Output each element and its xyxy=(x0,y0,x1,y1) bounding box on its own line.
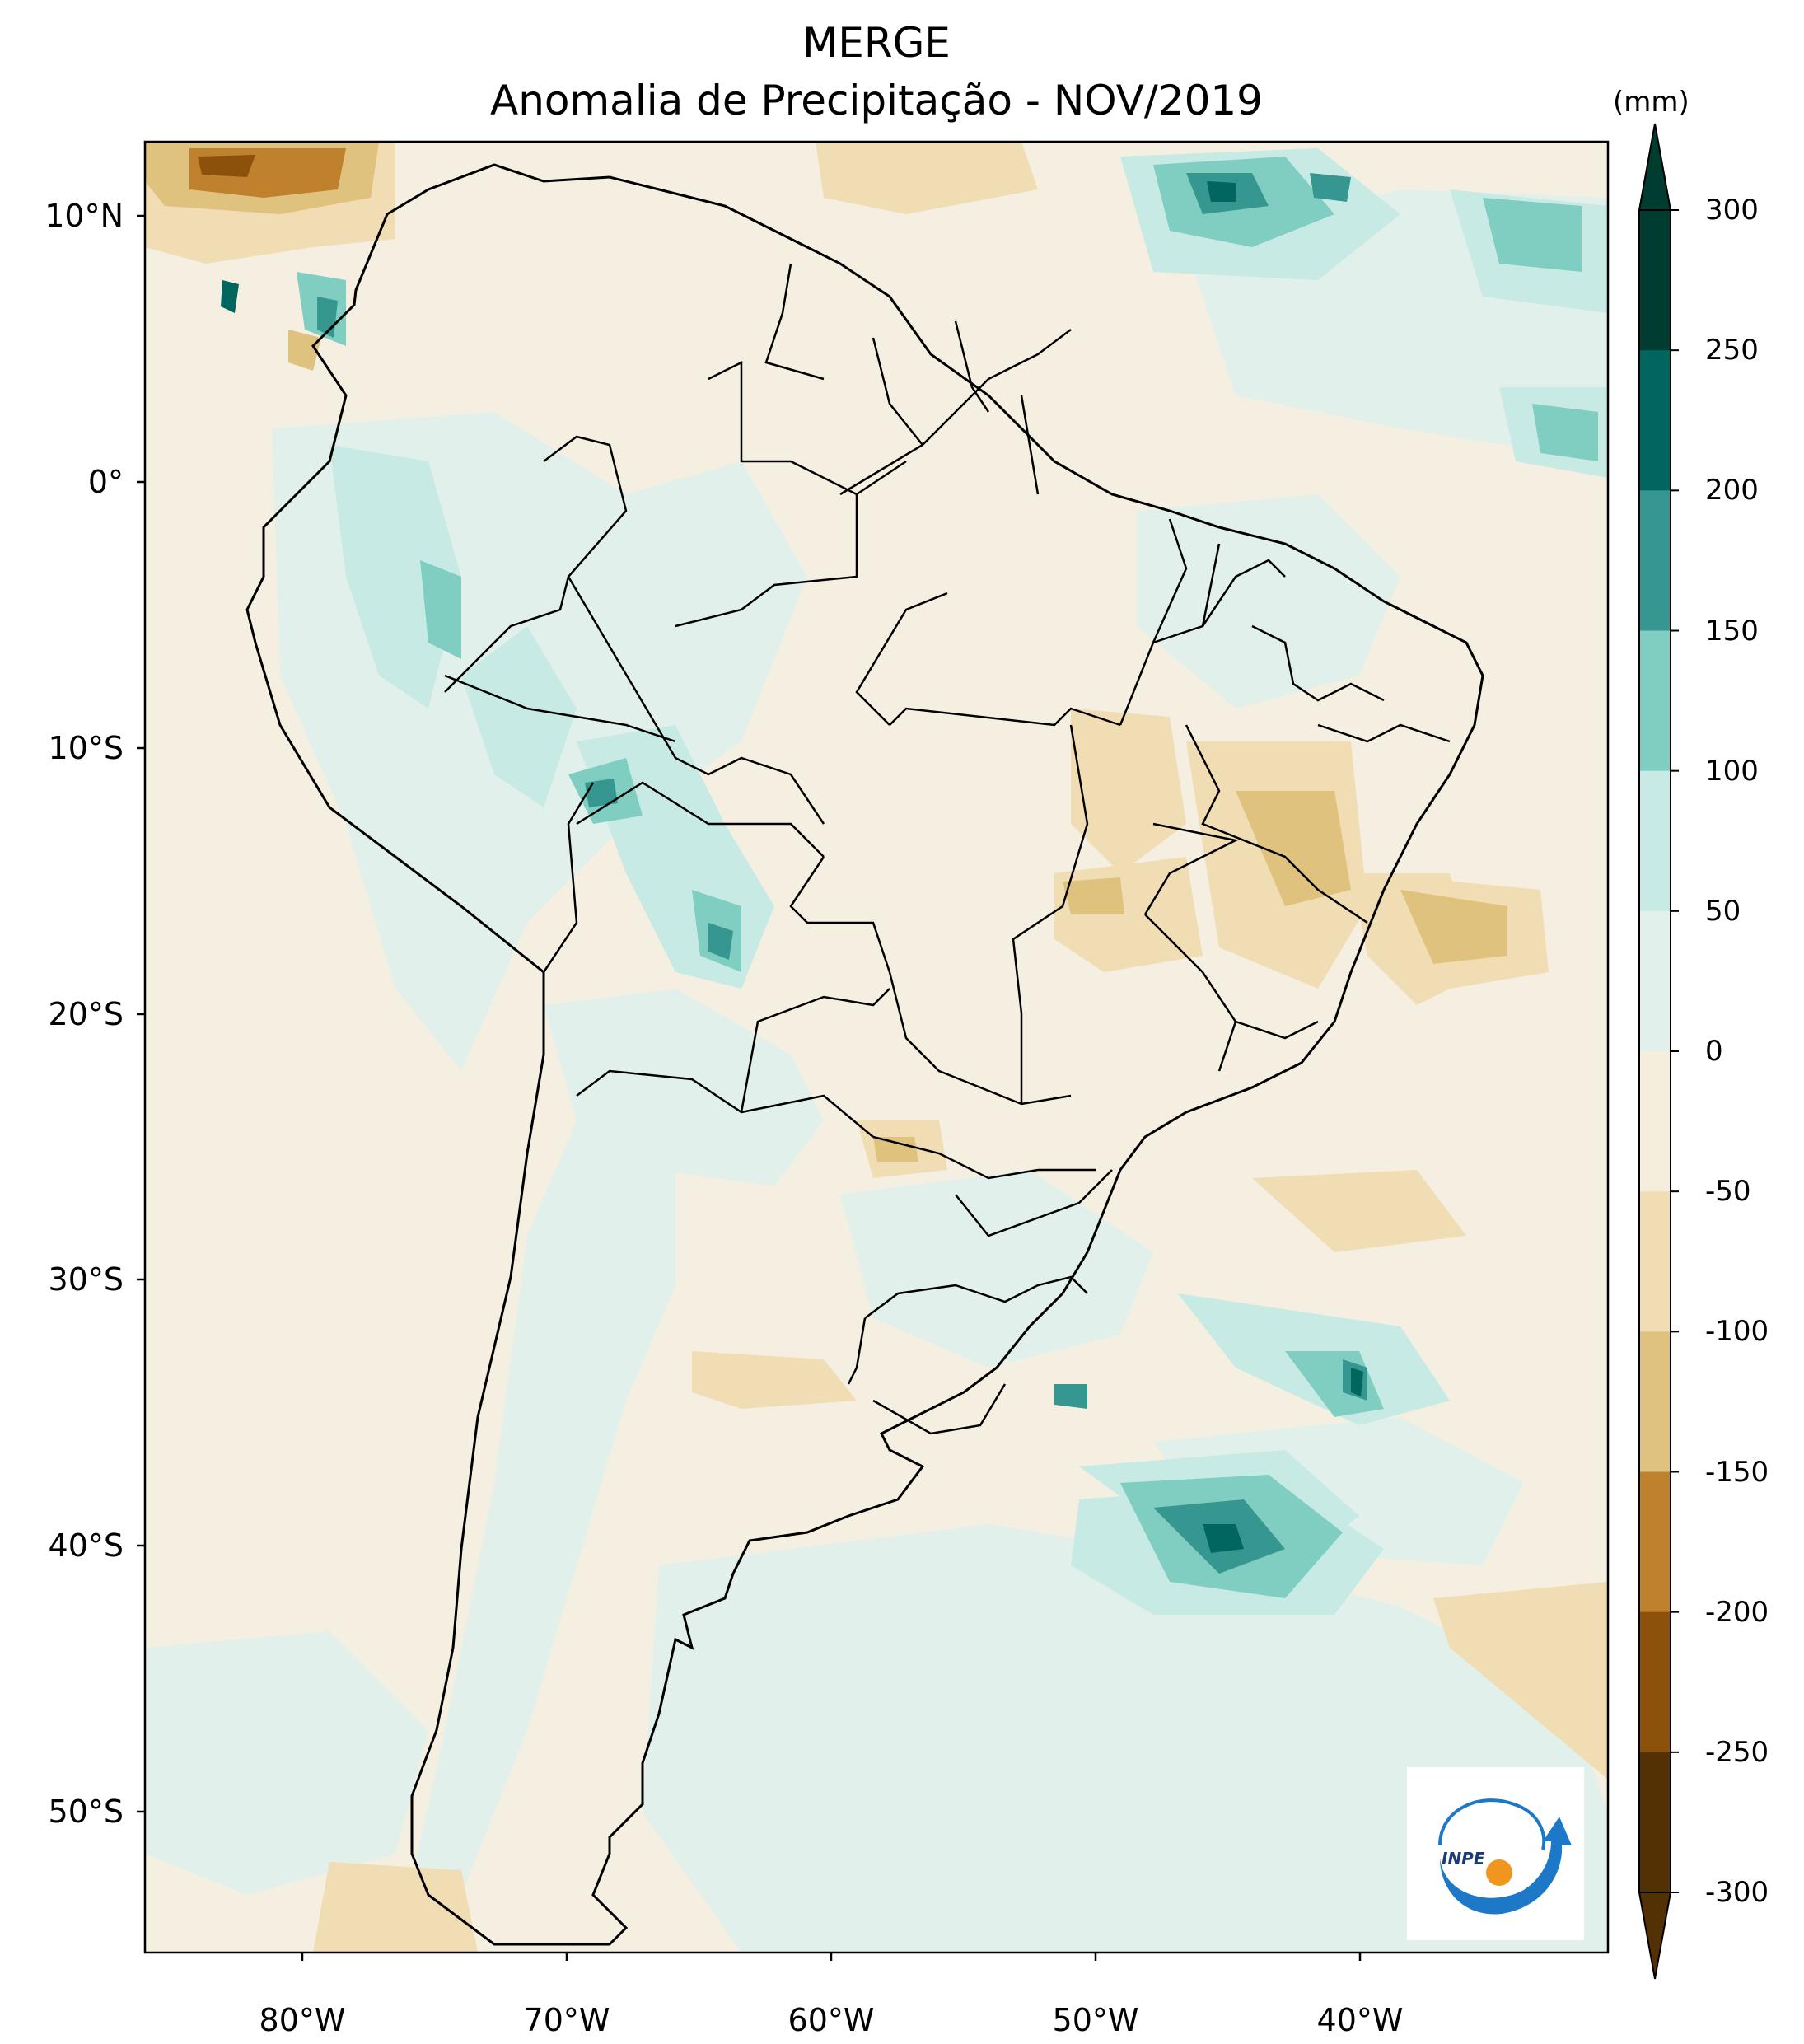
map-subtitle: Anomalia de Precipitação - NOV/2019 xyxy=(489,77,1263,124)
lon-tick-label: 70°W xyxy=(523,2002,610,2038)
colorbar-extend-max xyxy=(1638,123,1672,211)
strong-positive-anomaly-regions xyxy=(297,157,1598,1598)
lat-tick-label: 0° xyxy=(87,464,124,500)
colorbar-tick-label: -300 xyxy=(1705,1876,1769,1909)
lat-tick-label: 20°S xyxy=(48,996,124,1032)
colorbar-tick-label: 0 xyxy=(1705,1035,1723,1068)
colorbar-segment xyxy=(1639,1611,1671,1753)
colorbar-tick-label: 50 xyxy=(1705,894,1741,928)
colorbar-tick-label: 300 xyxy=(1705,194,1759,227)
colorbar-segment xyxy=(1639,210,1671,351)
inpe-logo: INPE xyxy=(1407,1767,1584,1940)
colorbar-tick-label: -150 xyxy=(1705,1455,1769,1489)
extreme-negative-anomaly-regions xyxy=(198,155,255,177)
colorbar-segment xyxy=(1639,1191,1671,1332)
colorbar-segment xyxy=(1639,1752,1671,1893)
colorbar-tick-label: 200 xyxy=(1705,474,1759,507)
country-and-state-borders xyxy=(444,263,1451,1435)
map-frame xyxy=(143,140,1610,1954)
colorbar-segment xyxy=(1639,1051,1671,1192)
lon-tick-label: 40°W xyxy=(1316,2002,1404,2038)
lat-tick-label: 10°N xyxy=(44,198,124,234)
colorbar-segment xyxy=(1639,630,1671,772)
colorbar-units: (mm) xyxy=(1613,86,1689,119)
colorbar-tick-label: 250 xyxy=(1705,334,1759,367)
colorbar-segment xyxy=(1639,910,1671,1052)
lat-tick-label: 40°S xyxy=(48,1527,124,1564)
colorbar-segment xyxy=(1639,350,1671,491)
lon-tick-label: 60°W xyxy=(787,2002,875,2038)
colorbar-tick-label: -50 xyxy=(1705,1175,1751,1209)
colorbar xyxy=(1638,123,1679,1980)
colorbar-segment xyxy=(1639,770,1671,912)
colorbar-tick-label: 100 xyxy=(1705,754,1759,788)
lat-tick-label: 30°S xyxy=(48,1261,124,1298)
lat-tick-label: 10°S xyxy=(48,730,124,766)
extreme-positive-anomaly-regions xyxy=(221,181,1363,1553)
lat-tick-label: 50°S xyxy=(48,1794,124,1830)
colorbar-segment xyxy=(1639,1331,1671,1472)
lon-tick-label: 80°W xyxy=(259,2002,346,2038)
colorbar-tick-label: 150 xyxy=(1705,614,1759,648)
colorbar-tick-label: -100 xyxy=(1705,1315,1769,1349)
colorbar-segment xyxy=(1639,490,1671,631)
axis-ticks xyxy=(137,214,1362,1961)
map-title: MERGE xyxy=(802,19,951,67)
colorbar-tick-label: -250 xyxy=(1705,1735,1769,1769)
lon-tick-label: 50°W xyxy=(1052,2002,1139,2038)
logo-text: INPE xyxy=(1442,1849,1485,1869)
south-america-coastline xyxy=(245,163,1484,1946)
colorbar-tick-label: -200 xyxy=(1705,1595,1769,1629)
colorbar-segment xyxy=(1639,1471,1671,1613)
colorbar-extend-min xyxy=(1638,1892,1672,1980)
